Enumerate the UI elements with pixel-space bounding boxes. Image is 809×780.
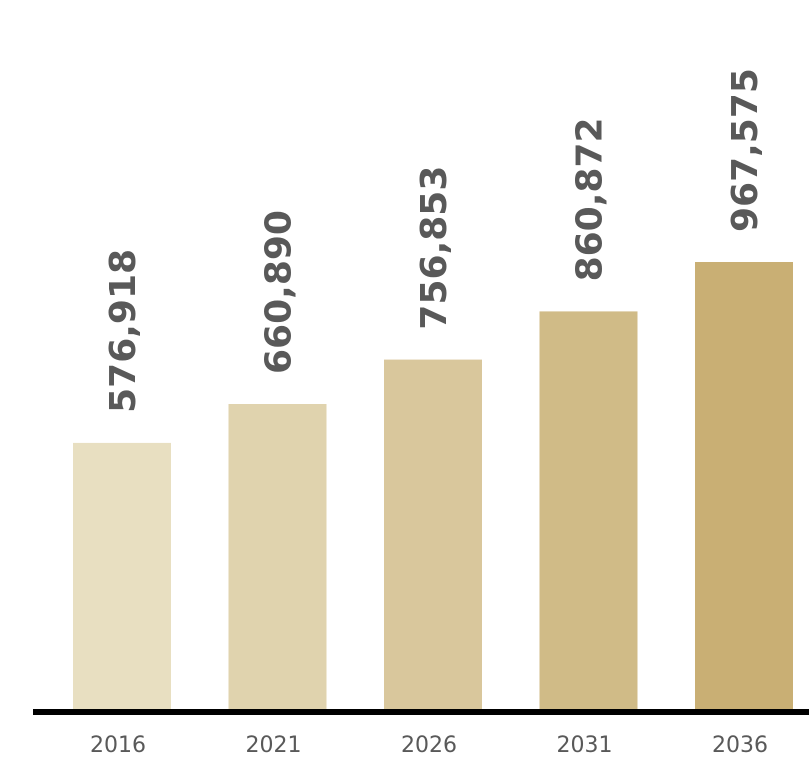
value-label-2026: 756,853	[414, 166, 455, 330]
bar-2026	[384, 359, 482, 710]
bar-2036	[695, 262, 793, 710]
value-label-2016: 576,918	[103, 249, 144, 413]
bar-2031	[539, 311, 638, 710]
x-tick-label-2016: 2016	[90, 733, 146, 758]
x-tick-labels-group: 2016 2021 2026 2031 2036	[90, 733, 768, 758]
x-tick-label-2021: 2021	[246, 733, 302, 758]
x-tick-label-2026: 2026	[401, 733, 457, 758]
value-label-2036: 967,575	[725, 68, 766, 232]
bars-group	[73, 262, 793, 710]
value-label-2031: 860,872	[570, 117, 611, 281]
bar-2016	[73, 442, 171, 710]
x-tick-label-2031: 2031	[557, 733, 613, 758]
bar-2021	[228, 404, 327, 710]
x-tick-label-2036: 2036	[712, 733, 768, 758]
value-label-2021: 660,890	[259, 210, 300, 374]
value-labels-group: 576,918 660,890 756,853 860,872 967,575	[103, 68, 766, 413]
